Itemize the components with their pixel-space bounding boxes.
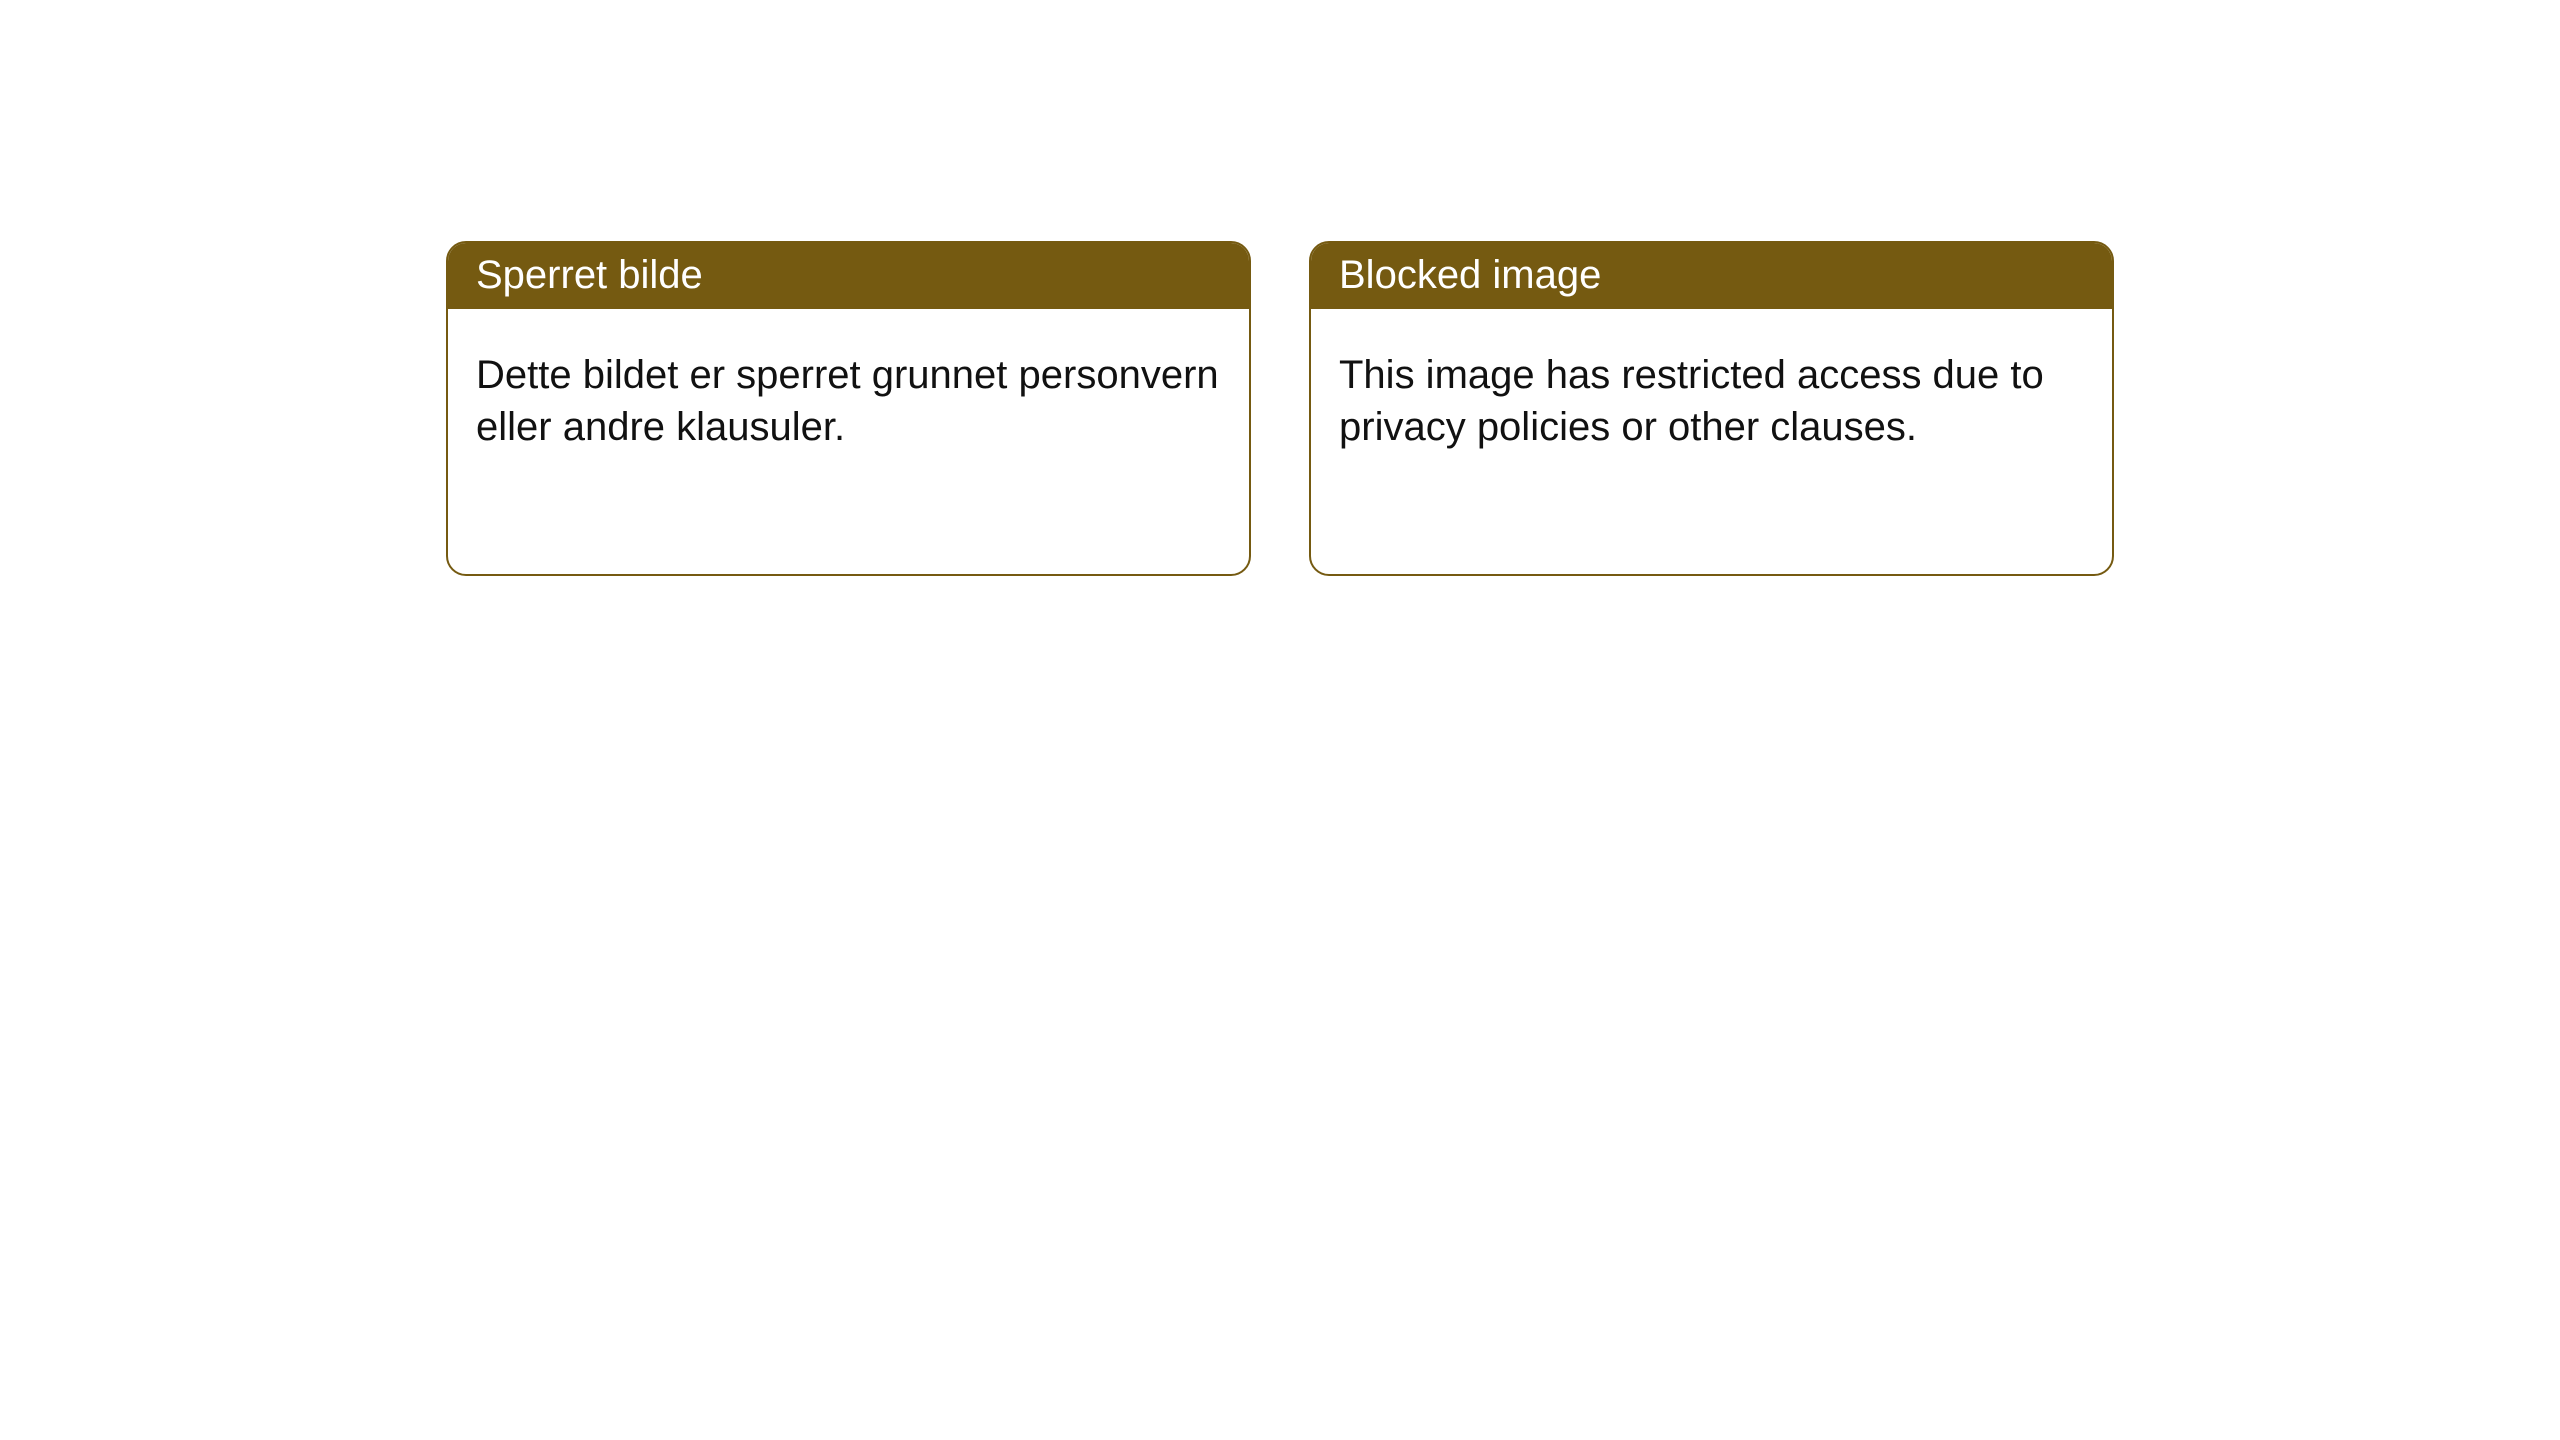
card-header: Blocked image [1311,243,2112,309]
card-body: This image has restricted access due to … [1311,309,2112,481]
card-body-text: Dette bildet er sperret grunnet personve… [476,353,1219,449]
card-body: Dette bildet er sperret grunnet personve… [448,309,1249,481]
card-title: Sperret bilde [476,253,703,297]
card-body-text: This image has restricted access due to … [1339,353,2044,449]
card-english: Blocked image This image has restricted … [1309,241,2114,576]
card-title: Blocked image [1339,253,1601,297]
card-norwegian: Sperret bilde Dette bildet er sperret gr… [446,241,1251,576]
card-header: Sperret bilde [448,243,1249,309]
cards-container: Sperret bilde Dette bildet er sperret gr… [0,0,2560,576]
